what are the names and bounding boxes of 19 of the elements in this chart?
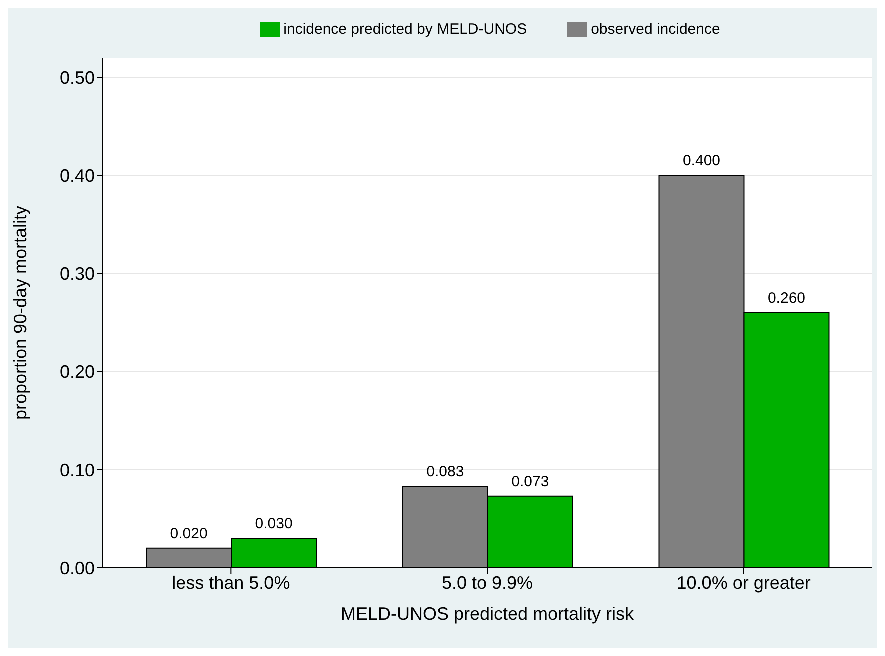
data-label: 0.083	[426, 464, 464, 481]
data-label: 0.260	[768, 290, 806, 307]
x-axis-title: MELD-UNOS predicted mortality risk	[340, 604, 636, 624]
data-label: 0.400	[682, 152, 721, 170]
y-tick-label: 0.10	[60, 460, 95, 480]
data-label: 0.073	[512, 473, 550, 490]
legend-label: observed incidence	[591, 20, 720, 38]
y-tick-label: 0.30	[60, 264, 95, 284]
y-axis-title: proportion 90-day mortality	[10, 206, 30, 420]
x-tick-label: less than 5.0%	[172, 572, 290, 593]
y-tick-label: 0.20	[60, 362, 95, 382]
y-tick-label: 0.00	[60, 558, 95, 578]
legend-label: incidence predicted by MELD-UNOS	[284, 20, 528, 38]
x-tick-label: 5.0 to 9.9%	[442, 572, 534, 593]
y-tick-label: 0.40	[60, 166, 95, 186]
y-tick-label: 0.50	[60, 68, 95, 88]
x-tick-label: 10.0% or greater	[676, 572, 811, 593]
data-label: 0.020	[170, 525, 208, 542]
data-label: 0.030	[255, 516, 293, 533]
